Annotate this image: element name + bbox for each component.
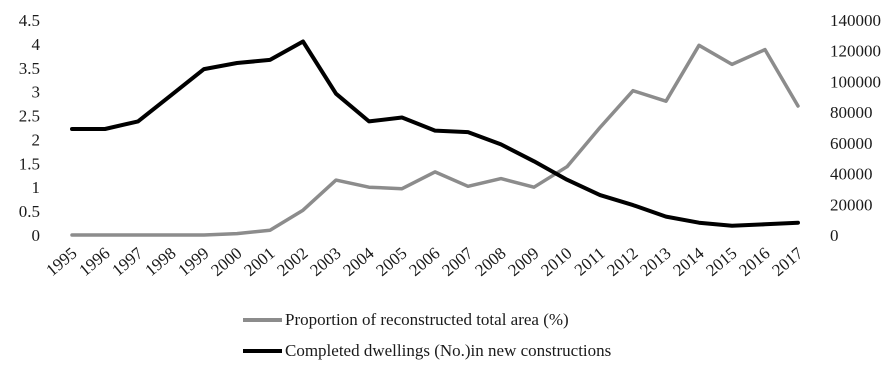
left-tick-label: 3.5 [19,59,40,78]
left-tick-label: 4.5 [19,11,40,30]
x-tick-label: 1995 [42,244,80,280]
left-tick-label: 0 [32,226,41,245]
x-tick-label: 2007 [438,243,477,280]
x-tick-label: 2008 [471,244,509,280]
left-tick-label: 0.5 [19,202,40,221]
x-tick-label: 2015 [702,244,740,280]
x-tick-label: 1998 [141,244,179,280]
x-tick-label: 1999 [174,244,212,280]
x-axis: 1995199619971998199920002001200220032004… [42,243,807,280]
x-tick-label: 2017 [768,243,807,280]
legend-label-2: Completed dwellings (No.)in new construc… [285,341,611,360]
x-tick-label: 2010 [537,244,575,280]
x-tick-label: 2009 [504,244,542,280]
x-tick-label: 2004 [339,243,378,280]
x-tick-label: 2003 [306,244,344,280]
x-tick-label: 2002 [273,244,311,280]
left-tick-label: 2 [32,130,41,149]
x-tick-label: 2000 [207,244,245,280]
legend: Proportion of reconstructed total area (… [243,310,611,360]
right-tick-label: 0 [830,226,839,245]
x-tick-label: 2005 [372,244,410,280]
x-tick-label: 1997 [108,243,147,280]
right-tick-label: 140000 [830,11,881,30]
legend-label-1: Proportion of reconstructed total area (… [285,310,569,329]
right-tick-label: 60000 [830,134,873,153]
left-tick-label: 1.5 [19,154,40,173]
x-tick-label: 2016 [735,244,773,280]
left-tick-label: 4 [32,35,41,54]
x-tick-label: 1996 [75,244,113,280]
x-tick-label: 2014 [669,243,708,280]
x-tick-label: 2001 [240,244,278,280]
x-tick-label: 2006 [405,244,443,280]
right-tick-label: 80000 [830,103,873,122]
left-tick-label: 3 [32,83,41,102]
left-tick-label: 1 [32,178,41,197]
left-axis: 0 0.5 1 1.5 2 2.5 3 3.5 4 4.5 [19,11,41,245]
right-tick-label: 120000 [830,42,881,61]
series-line-2 [70,39,800,228]
right-tick-label: 20000 [830,195,873,214]
right-tick-label: 100000 [830,72,881,91]
right-axis: 0 20000 40000 60000 80000 100000 120000 140000 [830,11,881,245]
x-tick-label: 2012 [603,244,641,280]
series-line-1 [70,43,800,237]
left-tick-label: 2.5 [19,107,40,126]
right-tick-label: 40000 [830,165,873,184]
plot-area [70,39,800,237]
x-tick-label: 2013 [636,244,674,280]
x-tick-label: 2011 [571,244,609,280]
